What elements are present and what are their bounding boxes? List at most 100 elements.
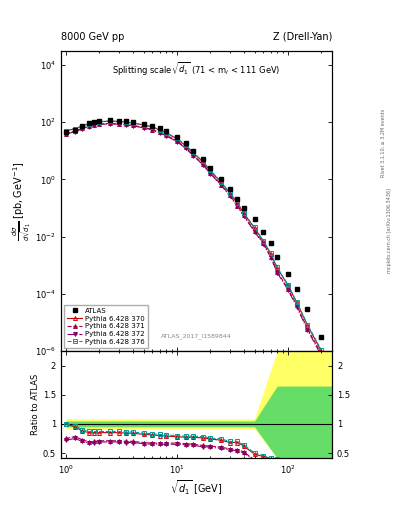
Pythia 6.428 372	[117, 121, 121, 127]
Pythia 6.428 376	[241, 210, 246, 216]
Pythia 6.428 372	[141, 125, 146, 131]
Pythia 6.428 370	[219, 179, 224, 185]
Line: Pythia 6.428 371: Pythia 6.428 371	[64, 121, 323, 356]
Pythia 6.428 372	[319, 352, 324, 358]
Pythia 6.428 371	[108, 120, 112, 126]
Pythia 6.428 370	[92, 119, 97, 125]
ATLAS	[108, 117, 112, 123]
ATLAS	[158, 125, 162, 132]
Pythia 6.428 370	[108, 118, 112, 124]
ATLAS	[191, 147, 196, 154]
ATLAS	[124, 118, 129, 124]
ATLAS	[275, 253, 279, 260]
ATLAS	[164, 128, 169, 134]
Y-axis label: $\frac{d\sigma}{d\sqrt{d_1}}\ [\mathrm{pb,GeV}^{-1}]$: $\frac{d\sigma}{d\sqrt{d_1}}\ [\mathrm{p…	[11, 161, 33, 241]
Text: Rivet 3.1.10, ≥ 3.2M events: Rivet 3.1.10, ≥ 3.2M events	[381, 109, 386, 178]
Pythia 6.428 371	[174, 138, 179, 144]
Pythia 6.428 370	[117, 118, 121, 124]
Pythia 6.428 376	[305, 322, 310, 328]
Pythia 6.428 371	[252, 228, 257, 234]
ATLAS	[294, 286, 299, 292]
ATLAS	[174, 134, 179, 140]
ATLAS	[72, 126, 77, 133]
ATLAS	[261, 228, 266, 234]
ATLAS	[241, 205, 246, 211]
ATLAS	[80, 122, 84, 129]
Y-axis label: Ratio to ATLAS: Ratio to ATLAS	[31, 374, 40, 435]
Pythia 6.428 376	[158, 126, 162, 133]
Pythia 6.428 371	[191, 152, 196, 158]
Text: 8000 GeV pp: 8000 GeV pp	[61, 32, 124, 42]
Text: Splitting scale$\sqrt{d_1}$ (71 < m$_l$ < 111 GeV): Splitting scale$\sqrt{d_1}$ (71 < m$_l$ …	[112, 60, 281, 77]
Text: Z (Drell-Yan): Z (Drell-Yan)	[273, 32, 332, 42]
Pythia 6.428 370	[80, 123, 84, 129]
Text: ATLAS_2017_I1589844: ATLAS_2017_I1589844	[161, 333, 232, 339]
Pythia 6.428 372	[150, 127, 155, 133]
Pythia 6.428 372	[228, 193, 232, 199]
Pythia 6.428 376	[164, 130, 169, 136]
Pythia 6.428 372	[158, 130, 162, 136]
Pythia 6.428 370	[228, 190, 232, 196]
Pythia 6.428 376	[72, 125, 77, 132]
Pythia 6.428 371	[200, 161, 205, 167]
Pythia 6.428 376	[294, 299, 299, 305]
ATLAS	[92, 118, 97, 124]
Pythia 6.428 376	[200, 158, 205, 164]
Pythia 6.428 376	[235, 200, 240, 206]
Pythia 6.428 372	[164, 133, 169, 139]
Pythia 6.428 376	[97, 119, 102, 125]
Pythia 6.428 372	[241, 213, 246, 219]
Pythia 6.428 376	[228, 190, 232, 196]
ATLAS	[141, 121, 146, 127]
Pythia 6.428 370	[141, 122, 146, 128]
Pythia 6.428 371	[150, 126, 155, 133]
Pythia 6.428 370	[208, 167, 213, 174]
ATLAS	[319, 334, 324, 340]
Pythia 6.428 376	[174, 135, 179, 141]
Pythia 6.428 376	[117, 118, 121, 124]
Line: Pythia 6.428 372: Pythia 6.428 372	[64, 122, 323, 357]
Pythia 6.428 376	[108, 118, 112, 124]
Pythia 6.428 376	[286, 282, 290, 288]
Pythia 6.428 371	[158, 129, 162, 135]
Pythia 6.428 371	[164, 132, 169, 138]
Pythia 6.428 372	[294, 304, 299, 310]
Pythia 6.428 371	[64, 131, 68, 137]
Pythia 6.428 372	[174, 138, 179, 144]
Pythia 6.428 376	[86, 120, 91, 126]
Pythia 6.428 371	[141, 124, 146, 131]
Pythia 6.428 372	[72, 129, 77, 135]
Pythia 6.428 370	[275, 265, 279, 271]
Pythia 6.428 372	[208, 170, 213, 177]
Pythia 6.428 372	[97, 121, 102, 127]
Pythia 6.428 371	[305, 326, 310, 332]
ATLAS	[208, 165, 213, 171]
Pythia 6.428 370	[235, 200, 240, 206]
Pythia 6.428 370	[97, 119, 102, 125]
Pythia 6.428 370	[86, 121, 91, 127]
Pythia 6.428 376	[124, 119, 129, 125]
Line: Pythia 6.428 376: Pythia 6.428 376	[64, 119, 323, 352]
Pythia 6.428 371	[72, 128, 77, 134]
Pythia 6.428 371	[124, 121, 129, 127]
Pythia 6.428 370	[124, 119, 129, 125]
Pythia 6.428 376	[261, 238, 266, 244]
Pythia 6.428 372	[124, 122, 129, 128]
Pythia 6.428 376	[184, 142, 188, 148]
Pythia 6.428 372	[130, 123, 135, 129]
Pythia 6.428 372	[305, 327, 310, 333]
Pythia 6.428 376	[130, 120, 135, 126]
ATLAS	[286, 271, 290, 277]
Pythia 6.428 370	[252, 225, 257, 231]
Pythia 6.428 376	[191, 150, 196, 156]
Pythia 6.428 376	[80, 123, 84, 129]
Pythia 6.428 372	[268, 254, 273, 260]
Pythia 6.428 371	[80, 125, 84, 132]
Pythia 6.428 370	[164, 130, 169, 136]
Pythia 6.428 370	[200, 158, 205, 164]
ATLAS	[235, 196, 240, 202]
Pythia 6.428 372	[191, 153, 196, 159]
Pythia 6.428 371	[261, 240, 266, 246]
Pythia 6.428 371	[92, 122, 97, 128]
Pythia 6.428 370	[158, 127, 162, 133]
